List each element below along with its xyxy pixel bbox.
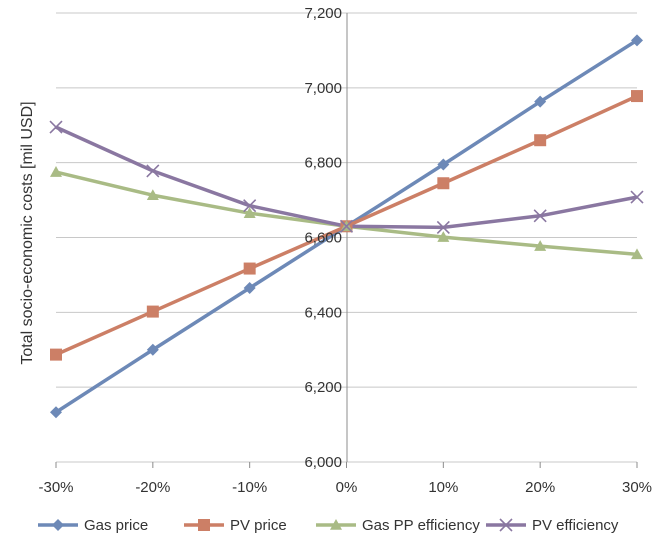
- x-tick-label: -10%: [232, 479, 267, 496]
- data-point-gas-pp-efficiency: [631, 248, 643, 260]
- data-point-gas-pp-efficiency: [534, 240, 547, 251]
- data-point-pv-price: [631, 90, 643, 103]
- legend-item-gas-pp-efficiency: Gas PP efficiency: [316, 517, 480, 534]
- y-tick-label: 7,000: [304, 80, 342, 97]
- y-tick-label: 6,000: [304, 454, 342, 471]
- data-point-gas-price: [243, 282, 256, 295]
- y-tick-label: 6,800: [304, 155, 342, 172]
- x-tick-label: -20%: [135, 479, 170, 496]
- data-point-pv-price: [50, 348, 62, 361]
- data-point-gas-pp-efficiency: [50, 166, 62, 177]
- legend-marker: [198, 519, 210, 531]
- y-tick-label: 6,400: [304, 304, 342, 321]
- axes: [55, 13, 638, 468]
- legend-marker: [330, 519, 342, 530]
- legend: Gas price PV price Gas PP efficiency PV eff…: [38, 517, 619, 534]
- y-tick-label: 6,200: [304, 379, 342, 396]
- x-tick-label: 0%: [336, 479, 358, 496]
- data-point-pv-efficiency: [49, 120, 63, 134]
- data-point-pv-efficiency: [630, 190, 644, 204]
- x-tick-label: -30%: [38, 479, 73, 496]
- data-point-pv-efficiency: [339, 219, 354, 233]
- data-point-gas-price: [631, 34, 643, 47]
- data-point-gas-pp-efficiency: [146, 189, 159, 201]
- legend-item-pv-price: PV price: [184, 517, 287, 534]
- legend-marker: [52, 519, 64, 531]
- x-tick-label: 30%: [622, 479, 652, 496]
- data-point-pv-price: [534, 134, 547, 147]
- legend-label: Gas price: [84, 517, 148, 534]
- tick-labels: 6,000 6,200 6,400 6,600 6,800 7,000 7,200 -30% -…: [38, 5, 652, 496]
- data-point-pv-price: [146, 305, 159, 318]
- legend-label: Gas PP efficiency: [362, 517, 480, 534]
- data-point-pv-efficiency: [533, 209, 547, 223]
- data-point-gas-pp-efficiency: [243, 207, 256, 218]
- y-tick-label: 6,600: [304, 230, 342, 247]
- x-tick-label: 20%: [525, 479, 555, 496]
- data-point-gas-price: [146, 343, 159, 356]
- legend-item-pv-efficiency: PV efficiency: [486, 517, 619, 534]
- legend-label: PV price: [230, 517, 287, 534]
- y-tick-label: 7,200: [304, 5, 342, 22]
- data-point-gas-pp-efficiency: [437, 231, 450, 242]
- legend-item-gas-price: Gas price: [38, 517, 148, 534]
- data-point-gas-price: [437, 158, 450, 171]
- data-point-gas-price: [50, 406, 62, 419]
- x-tick-label: 10%: [428, 479, 458, 496]
- data-point-pv-efficiency: [243, 199, 257, 213]
- data-point-pv-price: [243, 262, 256, 275]
- data-point-gas-price: [534, 95, 547, 108]
- series-markers: [49, 34, 644, 419]
- legend-label: PV efficiency: [532, 517, 619, 534]
- y-axis-label: Total socio-economic costs [mil USD]: [19, 101, 36, 364]
- data-point-pv-efficiency: [436, 220, 450, 234]
- data-point-pv-price: [437, 177, 450, 190]
- data-point-pv-efficiency: [146, 164, 160, 178]
- legend-marker: [499, 518, 513, 532]
